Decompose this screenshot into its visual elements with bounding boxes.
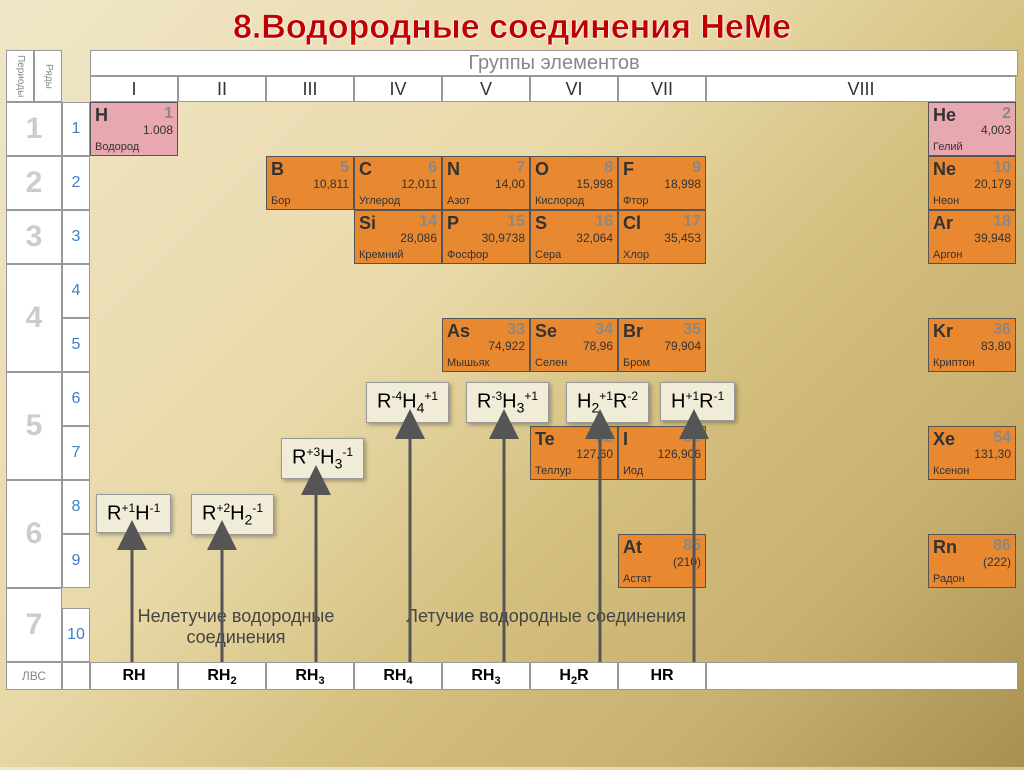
- element-cell: Te52127,60Теллур: [530, 426, 618, 480]
- period-cell: 3: [6, 210, 62, 264]
- group-cell: VI: [530, 76, 618, 102]
- element-cell: B510,811Бор: [266, 156, 354, 210]
- group-cell: I: [90, 76, 178, 102]
- element-cell: Rn86(222)Радон: [928, 534, 1016, 588]
- row-cell: 7: [62, 426, 90, 480]
- group-cell: VIII: [706, 76, 1016, 102]
- lvs-cell: RH2: [178, 662, 266, 690]
- lvs-cell: RH: [90, 662, 178, 690]
- element-cell: Ne1020,179Неон: [928, 156, 1016, 210]
- row-cell: 2: [62, 156, 90, 210]
- row-cell: 8: [62, 480, 90, 534]
- row-cell: 1: [62, 102, 90, 156]
- element-cell: F918,998Фтор: [618, 156, 706, 210]
- element-cell: Se3478,96Селен: [530, 318, 618, 372]
- group-header: Группы элементов: [90, 50, 1018, 76]
- table-container: Периоды Ряды Группы элементов IIIIIIIVVV…: [6, 50, 1018, 761]
- element-cell: Si1428,086Кремний: [354, 210, 442, 264]
- lvs-cell: RH3: [266, 662, 354, 690]
- formula-box: R+2H2-1: [191, 494, 274, 535]
- group-cell: IV: [354, 76, 442, 102]
- period-cell: 5: [6, 372, 62, 480]
- element-cell: Xe54131,30Ксенон: [928, 426, 1016, 480]
- period-cell: 1: [6, 102, 62, 156]
- element-cell: C612,011Углерод: [354, 156, 442, 210]
- formula-box: R+1H-1: [96, 494, 171, 533]
- element-cell: O815,998Кислород: [530, 156, 618, 210]
- element-cell: As3374,922Мышьяк: [442, 318, 530, 372]
- period-cell: 2: [6, 156, 62, 210]
- group-cell: VII: [618, 76, 706, 102]
- element-cell: N714,00Азот: [442, 156, 530, 210]
- element-cell: Ar1839,948Аргон: [928, 210, 1016, 264]
- period-cell: 4: [6, 264, 62, 372]
- group-cell: II: [178, 76, 266, 102]
- element-cell: S1632,064Сера: [530, 210, 618, 264]
- element-cell: I53126,906Иод: [618, 426, 706, 480]
- group-cell: III: [266, 76, 354, 102]
- element-cell: Br3579,904Бром: [618, 318, 706, 372]
- formula-box: R-3H3+1: [466, 382, 549, 423]
- row-cell: 9: [62, 534, 90, 588]
- lvs-cell: H2R: [530, 662, 618, 690]
- element-cell: Kr3683,80Криптон: [928, 318, 1016, 372]
- lvs-label: ЛВС: [6, 662, 62, 690]
- formula-box: R+3H3-1: [281, 438, 364, 479]
- row-cell: 4: [62, 264, 90, 318]
- row-axis-label: Ряды: [34, 50, 62, 102]
- lvs-cell: HR: [618, 662, 706, 690]
- formula-box: H2+1R-2: [566, 382, 649, 423]
- element-cell: Cl1735,453Хлор: [618, 210, 706, 264]
- formula-box: H+1R-1: [660, 382, 735, 421]
- period-cell: 6: [6, 480, 62, 588]
- row-cell: 6: [62, 372, 90, 426]
- note-text: Нелетучие водородные соединения: [96, 606, 376, 648]
- note-text: Летучие водородные соединения: [406, 606, 686, 627]
- lvs-cell: RH4: [354, 662, 442, 690]
- period-cell: 7: [6, 588, 62, 662]
- element-cell: At85(210)Астат: [618, 534, 706, 588]
- element-cell: He24,003Гелий: [928, 102, 1016, 156]
- element-cell: P1530,9738Фосфор: [442, 210, 530, 264]
- period-axis-label: Периоды: [6, 50, 34, 102]
- row-cell: 5: [62, 318, 90, 372]
- formula-box: R-4H4+1: [366, 382, 449, 423]
- lvs-cell: RH3: [442, 662, 530, 690]
- group-cell: V: [442, 76, 530, 102]
- group-row: IIIIIIIVVVIVIIVIII: [90, 76, 1018, 102]
- row-cell: 10: [62, 608, 90, 662]
- page-title: 8.Водородные соединения НеМе: [0, 0, 1024, 51]
- row-cell: 3: [62, 210, 90, 264]
- element-cell: H11.008Водород: [90, 102, 178, 156]
- lvs-row: RHRH2RH3RH4RH3H2RHR: [62, 662, 1018, 690]
